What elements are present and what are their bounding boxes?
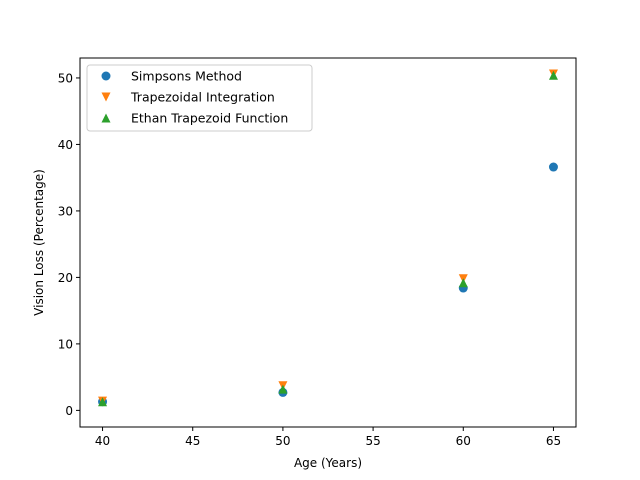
plot-frame [79, 57, 577, 428]
legend: Simpsons Method Trapezoidal Integration Et… [86, 64, 313, 132]
x-tick-label: 45 [185, 434, 200, 448]
x-tick-label: 40 [95, 434, 110, 448]
y-tick-label: 0 [65, 404, 73, 418]
x-tick-label: 65 [546, 434, 561, 448]
y-tick-label: 30 [58, 204, 73, 218]
legend-marker-series-2 [101, 92, 111, 102]
legend-marker-series-1 [101, 71, 111, 81]
data-point-series-3 [278, 384, 288, 394]
y-axis-label: Vision Loss (Percentage) [32, 169, 46, 316]
x-tick-label: 50 [275, 434, 290, 448]
legend-label-series-3: Ethan Trapezoid Function [131, 111, 288, 126]
y-tick-label: 50 [58, 71, 73, 85]
data-point-series-3 [98, 397, 108, 407]
x-axis-ticks: 40 45 50 55 60 65 [95, 427, 561, 448]
data-marks [98, 69, 558, 407]
y-tick-label: 10 [58, 337, 73, 351]
x-tick-label: 55 [365, 434, 380, 448]
y-axis-ticks: 0 10 20 30 40 50 [58, 71, 80, 418]
x-axis-label: Age (Years) [294, 456, 362, 470]
x-tick-label: 60 [456, 434, 471, 448]
legend-marker-series-3 [101, 113, 111, 123]
legend-label-series-1: Simpsons Method [131, 69, 242, 84]
legend-label-series-2: Trapezoidal Integration [130, 90, 275, 105]
y-tick-label: 40 [58, 138, 73, 152]
data-point-series-3 [458, 278, 468, 288]
data-point-series-3 [548, 70, 558, 80]
y-tick-label: 20 [58, 271, 73, 285]
legend-box [86, 64, 313, 132]
data-point-series-1 [548, 162, 558, 172]
